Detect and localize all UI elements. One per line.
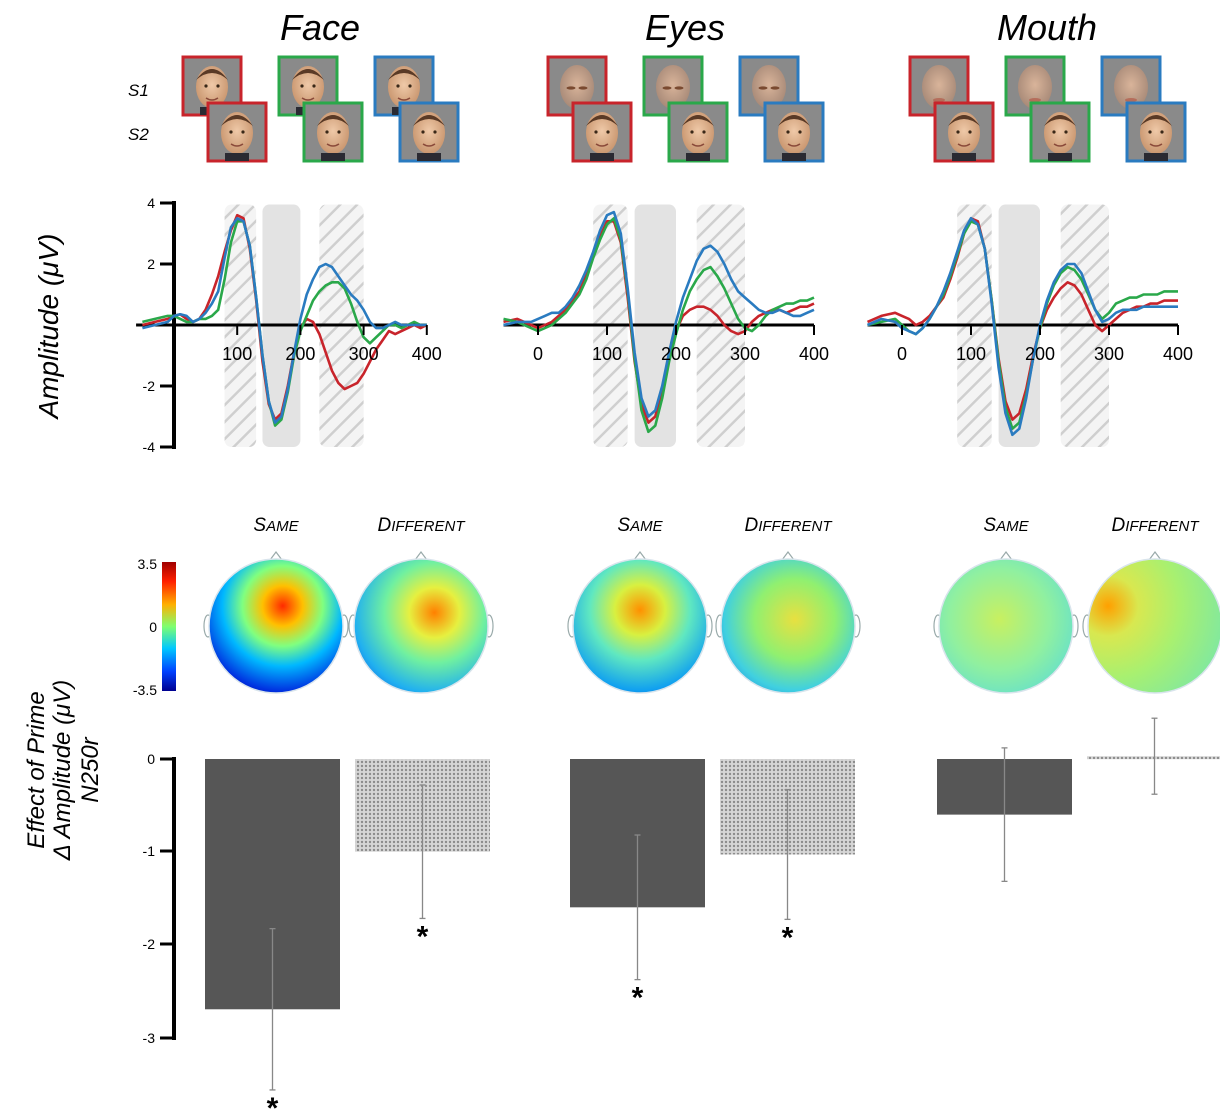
topomap-face-same: [203, 551, 349, 694]
scalp: [1087, 558, 1220, 694]
bar-y-tick: -1: [143, 843, 156, 859]
erp-y-tick: 2: [147, 256, 155, 272]
significance-star: *: [782, 921, 794, 954]
topo-label-same: SAME: [253, 515, 299, 536]
erp-panel-eyes: 0 100 200 300 400: [503, 204, 829, 447]
erp-line-different: [142, 217, 427, 424]
topo-label-same: SAME: [617, 515, 663, 536]
erp-x-tick-label: 300: [730, 344, 760, 364]
erp-x-tick-label: 100: [222, 344, 252, 364]
stimulus-related-full-face: [302, 101, 364, 163]
erp-x-tick-label: 100: [592, 344, 622, 364]
scalp: [353, 558, 489, 694]
bar-different: [1087, 756, 1220, 760]
s1-label: S1: [128, 81, 149, 100]
bar-y-label: Effect of Prime Δ Amplitude (μV) N250r: [23, 680, 104, 861]
panel-title-eyes: Eyes: [645, 7, 725, 48]
topo-labels: SAME DIFFERENT SAME DIFFERENT SAME DIFFERENT: [253, 515, 1200, 536]
bar-group-eyes: **: [570, 759, 855, 1015]
nose: [999, 551, 1013, 561]
topo-label-same: SAME: [983, 515, 1029, 536]
erp-x-tick-label: 100: [956, 344, 986, 364]
erp-line-different: [866, 217, 1178, 437]
erp-line-related: [503, 217, 815, 434]
colorbar-mid-label: 0: [149, 619, 157, 635]
stimulus-related-full-face: [1029, 101, 1091, 163]
bar-y-tick: -2: [143, 936, 156, 952]
nose: [781, 551, 795, 561]
s2-label: S2: [128, 125, 149, 144]
erp-panels: 100 200 300 400 0 100 200 300 400 0 100 200 300 400: [136, 204, 1193, 447]
stimulus-different-full-face: [1125, 101, 1187, 163]
bar-y-label-line1: Effect of Prime: [23, 691, 50, 848]
topomap-eyes-different: [715, 551, 861, 694]
erp-x-tick-label: 0: [533, 344, 543, 364]
stimulus-related-full-face: [667, 101, 729, 163]
stimulus-same-mouth-prime: [908, 55, 970, 117]
topomap-face-different: [348, 551, 494, 694]
panel-title-mouth: Mouth: [997, 7, 1097, 48]
topo-label-different: DIFFERENT: [1111, 515, 1200, 536]
bar-y-label-line3: N250r: [77, 736, 104, 802]
erp-panel-face: 100 200 300 400: [136, 204, 442, 447]
scalp: [720, 558, 856, 694]
topo-label-different: DIFFERENT: [377, 515, 466, 536]
erp-x-tick-label: 200: [1025, 344, 1055, 364]
bar-chart: ****: [205, 717, 1220, 1110]
erp-y-tick: -4: [143, 439, 156, 455]
bar-y-tick: 0: [147, 751, 155, 767]
erp-x-tick-label: 400: [799, 344, 829, 364]
topographic-maps: [203, 551, 1220, 694]
stimulus-thumbnails: [181, 55, 1187, 163]
erp-x-tick-label: 400: [412, 344, 442, 364]
stimulus-same-full-face: [206, 101, 268, 163]
bar-y-tick: -3: [143, 1030, 156, 1046]
erp-x-tick-label: 400: [1163, 344, 1193, 364]
topomap-mouth-different: [1082, 551, 1220, 694]
erp-x-tick-label: 200: [661, 344, 691, 364]
topomap-mouth-same: [933, 551, 1079, 694]
stimulus-different-full-face: [398, 101, 460, 163]
significance-star: *: [632, 982, 644, 1015]
erp-x-tick-label: 200: [285, 344, 315, 364]
stimulus-different-full-face: [763, 101, 825, 163]
erp-y-tick: -2: [143, 378, 156, 394]
erp-panel-mouth: 0 100 200 300 400: [866, 204, 1193, 447]
topomap-eyes-same: [567, 551, 713, 694]
significance-star: *: [267, 1092, 279, 1110]
erp-x-tick-label: 300: [349, 344, 379, 364]
panel-title-face: Face: [280, 7, 360, 48]
colorbar-max-label: 3.5: [138, 556, 158, 572]
erp-line-different: [503, 210, 815, 418]
bar-y-label-line2: Δ Amplitude (μV): [49, 680, 76, 861]
nose: [633, 551, 647, 561]
scalp: [938, 558, 1074, 694]
colorbar-min-label: -3.5: [133, 682, 157, 698]
scalp: [208, 558, 344, 694]
bar-group-face: **: [205, 759, 490, 1110]
nose: [1148, 551, 1162, 561]
erp-x-tick-label: 0: [897, 344, 907, 364]
colorbar: 3.5 0 -3.5: [133, 556, 176, 698]
scalp: [572, 558, 708, 694]
erp-y-label: Amplitude (μV): [33, 234, 64, 421]
erp-x-tick-label: 300: [1094, 344, 1124, 364]
bar-group-mouth: [937, 717, 1220, 883]
nose: [269, 551, 283, 561]
topo-label-different: DIFFERENT: [744, 515, 833, 536]
significance-star: *: [417, 920, 429, 953]
erp-y-tick: 4: [147, 195, 155, 211]
nose: [414, 551, 428, 561]
stimulus-same-full-face: [933, 101, 995, 163]
stimulus-same-full-face: [571, 101, 633, 163]
bar-y-axis: 0 -1 -2 -3: [143, 751, 176, 1046]
